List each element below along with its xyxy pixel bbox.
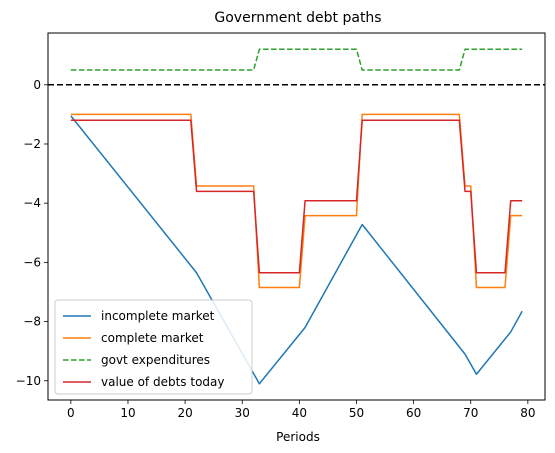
legend-label-complete-market: complete market	[101, 331, 204, 345]
series-line-value-of-debts-today	[70, 119, 523, 274]
x-tick-label: 0	[67, 406, 75, 420]
x-tick-label: 60	[406, 406, 421, 420]
y-tick-label: −6	[23, 255, 41, 269]
y-tick-label: −10	[16, 374, 41, 388]
x-tick-label: 10	[120, 406, 135, 420]
y-axis-ticks: 0 −2 −4 −6 −8 −10	[16, 78, 48, 388]
y-tick-label: 0	[33, 78, 41, 92]
y-tick-label: −8	[23, 315, 41, 329]
x-tick-label: 70	[463, 406, 478, 420]
series-line-govt-expenditures	[70, 48, 523, 71]
legend: incomplete market complete market govt exp…	[54, 299, 253, 395]
x-axis-ticks: 0 10 20 30 40 50 60 70 80	[67, 400, 536, 420]
x-tick-label: 30	[235, 406, 250, 420]
x-tick-label: 40	[292, 406, 307, 420]
y-tick-label: −4	[23, 196, 41, 210]
x-tick-label: 80	[520, 406, 535, 420]
legend-label-value-of-debts-today: value of debts today	[101, 375, 224, 389]
legend-box	[54, 299, 253, 395]
x-axis-label: Periods	[276, 430, 320, 444]
chart-title: Government debt paths	[214, 10, 381, 26]
x-tick-label: 50	[349, 406, 364, 420]
x-tick-label: 20	[177, 406, 192, 420]
legend-label-incomplete-market: incomplete market	[101, 309, 215, 323]
plot-frame	[47, 32, 546, 401]
y-tick-label: −2	[23, 137, 41, 151]
legend-label-govt-expenditures: govt expenditures	[101, 353, 210, 367]
